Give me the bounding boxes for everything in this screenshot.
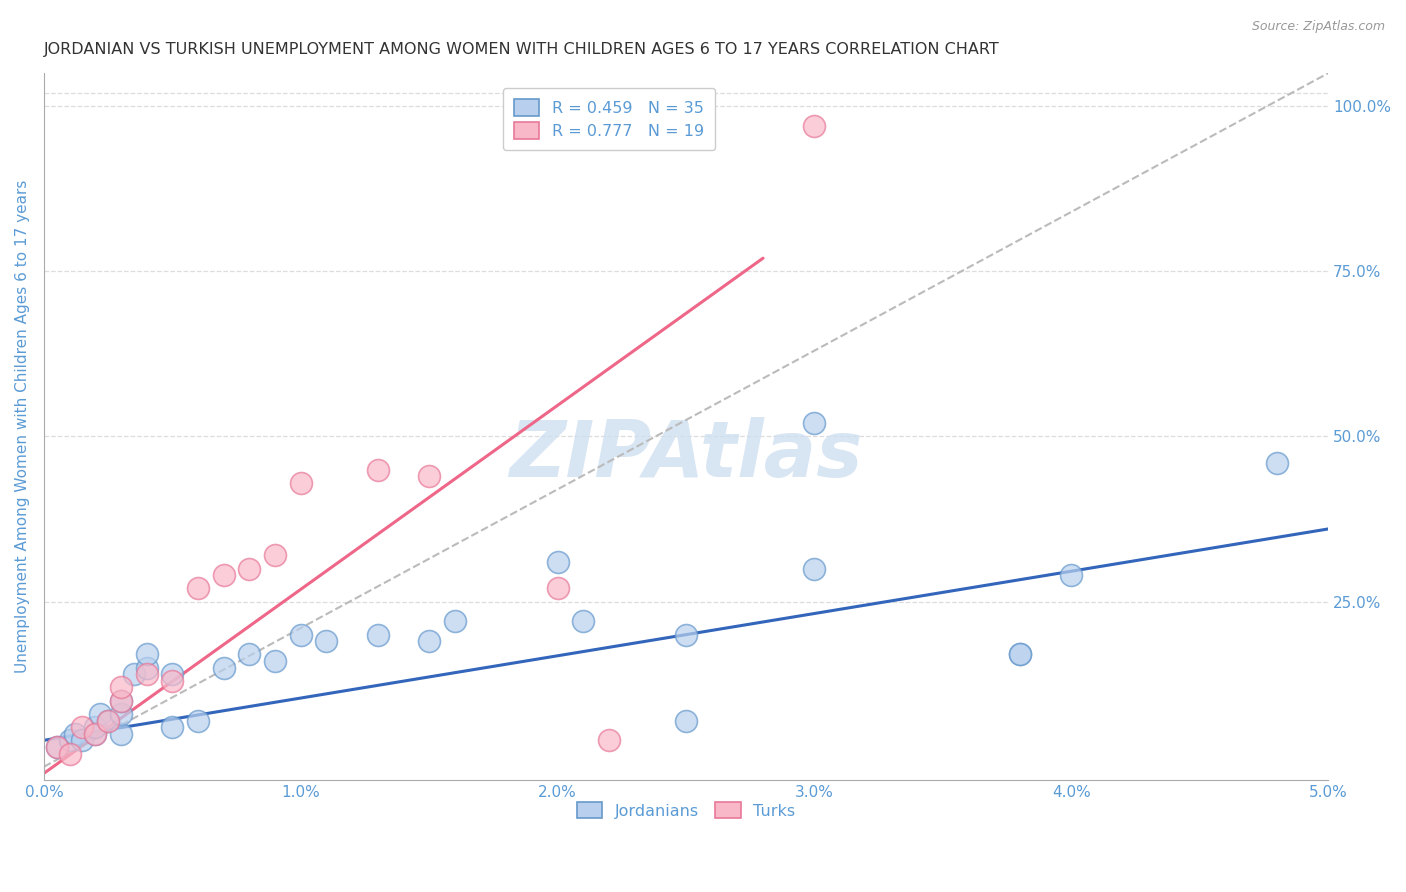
Point xyxy=(1060,568,1083,582)
Point xyxy=(89,706,111,721)
Point xyxy=(162,667,184,681)
Point xyxy=(572,615,595,629)
Text: JORDANIAN VS TURKISH UNEMPLOYMENT AMONG WOMEN WITH CHILDREN AGES 6 TO 17 YEARS C: JORDANIAN VS TURKISH UNEMPLOYMENT AMONG … xyxy=(44,42,1000,57)
Point xyxy=(675,627,697,641)
Point xyxy=(1008,648,1031,662)
Legend: Jordanians, Turks: Jordanians, Turks xyxy=(571,796,801,825)
Point xyxy=(63,727,86,741)
Point xyxy=(290,475,312,490)
Text: Source: ZipAtlas.com: Source: ZipAtlas.com xyxy=(1251,20,1385,33)
Point xyxy=(264,549,287,563)
Point xyxy=(264,654,287,668)
Point xyxy=(110,694,132,708)
Point xyxy=(238,561,260,575)
Point xyxy=(598,733,620,747)
Point xyxy=(58,747,80,761)
Point xyxy=(122,667,145,681)
Point xyxy=(212,661,235,675)
Point xyxy=(97,714,120,728)
Point xyxy=(97,714,120,728)
Point xyxy=(187,582,209,596)
Point xyxy=(212,568,235,582)
Point xyxy=(1265,456,1288,470)
Point xyxy=(547,582,569,596)
Point xyxy=(110,727,132,741)
Point xyxy=(110,706,132,721)
Point xyxy=(238,648,260,662)
Point xyxy=(45,739,67,754)
Point xyxy=(803,561,825,575)
Point xyxy=(367,627,389,641)
Point xyxy=(418,634,440,648)
Point xyxy=(84,720,107,734)
Text: ZIPAtlas: ZIPAtlas xyxy=(509,417,863,493)
Point xyxy=(45,739,67,754)
Point xyxy=(84,727,107,741)
Point xyxy=(547,555,569,569)
Point xyxy=(84,727,107,741)
Point xyxy=(444,615,467,629)
Point xyxy=(135,667,157,681)
Point xyxy=(110,681,132,695)
Point xyxy=(187,714,209,728)
Point xyxy=(1008,648,1031,662)
Y-axis label: Unemployment Among Women with Children Ages 6 to 17 years: Unemployment Among Women with Children A… xyxy=(15,180,30,673)
Point xyxy=(58,733,80,747)
Point xyxy=(110,694,132,708)
Point xyxy=(162,673,184,688)
Point xyxy=(135,648,157,662)
Point xyxy=(367,462,389,476)
Point xyxy=(315,634,337,648)
Point xyxy=(72,720,94,734)
Point xyxy=(135,661,157,675)
Point xyxy=(418,469,440,483)
Point xyxy=(72,733,94,747)
Point xyxy=(675,714,697,728)
Point xyxy=(162,720,184,734)
Point xyxy=(803,417,825,431)
Point xyxy=(290,627,312,641)
Point xyxy=(803,119,825,133)
